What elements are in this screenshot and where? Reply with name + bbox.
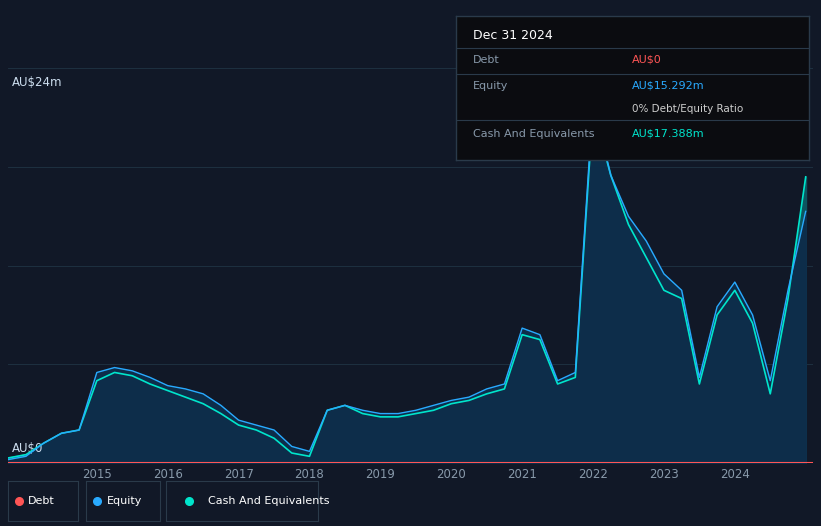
Text: AU$24m: AU$24m bbox=[12, 76, 62, 89]
Text: Cash And Equivalents: Cash And Equivalents bbox=[474, 129, 594, 139]
Text: Debt: Debt bbox=[474, 55, 500, 65]
Text: AU$17.388m: AU$17.388m bbox=[632, 129, 704, 139]
Text: AU$0: AU$0 bbox=[632, 55, 662, 65]
Text: Dec 31 2024: Dec 31 2024 bbox=[474, 29, 553, 42]
Text: Cash And Equivalents: Cash And Equivalents bbox=[209, 496, 330, 506]
Text: AU$0: AU$0 bbox=[12, 442, 44, 455]
Text: Equity: Equity bbox=[474, 81, 509, 91]
Text: Debt: Debt bbox=[28, 496, 54, 506]
Text: Equity: Equity bbox=[107, 496, 142, 506]
Text: AU$15.292m: AU$15.292m bbox=[632, 81, 704, 91]
Text: 0% Debt/Equity Ratio: 0% Debt/Equity Ratio bbox=[632, 104, 744, 114]
